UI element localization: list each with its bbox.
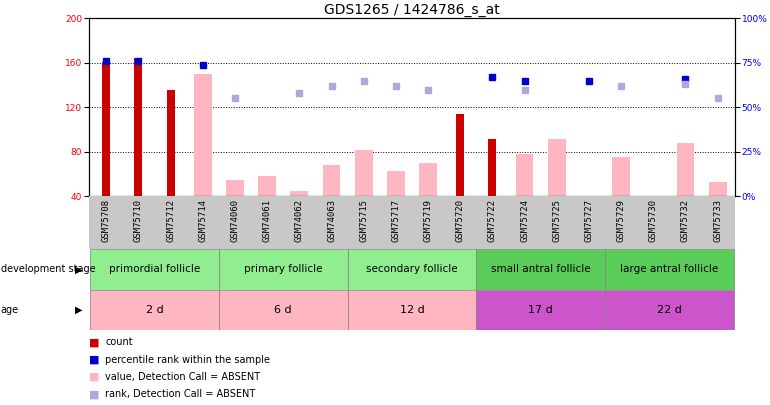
Text: ■: ■ — [89, 390, 99, 399]
Text: GSM75714: GSM75714 — [199, 199, 207, 242]
Text: secondary follicle: secondary follicle — [367, 264, 457, 274]
Bar — [347, 249, 477, 290]
Text: 6 d: 6 d — [274, 305, 292, 315]
Text: development stage: development stage — [1, 264, 95, 274]
Bar — [166, 90, 175, 196]
Bar — [102, 62, 110, 196]
Text: ▶: ▶ — [75, 305, 83, 315]
Text: primary follicle: primary follicle — [244, 264, 323, 274]
Text: GSM75708: GSM75708 — [102, 199, 111, 242]
Text: small antral follicle: small antral follicle — [490, 264, 591, 274]
Text: GSM75733: GSM75733 — [713, 199, 722, 242]
Bar — [323, 165, 340, 196]
Bar — [347, 290, 477, 330]
Bar — [709, 182, 727, 196]
Text: rank, Detection Call = ABSENT: rank, Detection Call = ABSENT — [105, 390, 256, 399]
Bar — [90, 249, 219, 290]
Text: GSM74061: GSM74061 — [263, 199, 272, 242]
Text: ■: ■ — [89, 372, 99, 382]
Text: value, Detection Call = ABSENT: value, Detection Call = ABSENT — [105, 372, 260, 382]
Bar — [219, 249, 347, 290]
Bar — [605, 249, 734, 290]
Text: GSM75729: GSM75729 — [617, 199, 625, 242]
Bar — [258, 177, 276, 196]
Text: 22 d: 22 d — [657, 305, 681, 315]
Text: GSM75720: GSM75720 — [456, 199, 465, 242]
Text: GSM74060: GSM74060 — [230, 199, 239, 242]
Text: large antral follicle: large antral follicle — [621, 264, 718, 274]
Text: GSM75730: GSM75730 — [649, 199, 658, 242]
Bar — [419, 163, 437, 196]
Text: GSM75722: GSM75722 — [488, 199, 497, 242]
Text: GSM75727: GSM75727 — [584, 199, 594, 242]
Text: count: count — [105, 337, 133, 347]
Text: GSM75715: GSM75715 — [359, 199, 368, 242]
Bar — [612, 158, 630, 196]
Text: GSM74063: GSM74063 — [327, 199, 336, 242]
Text: GSM75719: GSM75719 — [424, 199, 433, 242]
Bar — [677, 143, 695, 196]
Bar — [457, 114, 464, 196]
Bar — [290, 191, 308, 196]
Text: GSM75732: GSM75732 — [681, 199, 690, 242]
Bar — [516, 154, 534, 196]
Bar — [219, 290, 347, 330]
Bar — [90, 290, 219, 330]
Text: ▶: ▶ — [75, 264, 83, 274]
Bar — [488, 139, 497, 196]
Text: ■: ■ — [89, 355, 99, 364]
Text: GSM75710: GSM75710 — [134, 199, 143, 242]
Text: 2 d: 2 d — [146, 305, 163, 315]
Bar — [355, 150, 373, 196]
Text: percentile rank within the sample: percentile rank within the sample — [105, 355, 270, 364]
Bar — [477, 290, 605, 330]
Bar — [548, 139, 566, 196]
Text: GSM74062: GSM74062 — [295, 199, 304, 242]
Text: GSM75717: GSM75717 — [391, 199, 400, 242]
Bar — [605, 290, 734, 330]
Title: GDS1265 / 1424786_s_at: GDS1265 / 1424786_s_at — [324, 3, 500, 17]
Text: 17 d: 17 d — [528, 305, 553, 315]
Text: GSM75712: GSM75712 — [166, 199, 175, 242]
Text: age: age — [1, 305, 19, 315]
Text: ■: ■ — [89, 337, 99, 347]
Bar — [477, 249, 605, 290]
Text: GSM75724: GSM75724 — [520, 199, 529, 242]
Bar — [387, 171, 405, 196]
Bar — [135, 58, 142, 196]
Bar — [194, 74, 212, 196]
Text: 12 d: 12 d — [400, 305, 424, 315]
Bar — [226, 180, 244, 196]
Text: primordial follicle: primordial follicle — [109, 264, 200, 274]
Text: GSM75725: GSM75725 — [552, 199, 561, 242]
